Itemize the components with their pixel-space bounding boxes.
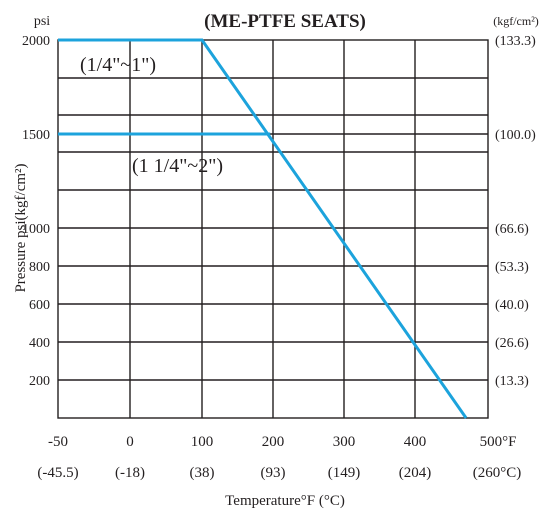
y-tick-right-label: (13.3)	[495, 374, 529, 389]
y-axis-ticks: 200 (13.3) 400 (26.6) 600 (40.0) 800 (53.3) 1000…	[22, 34, 536, 389]
chart-title: (ME-PTFE SEATS)	[204, 11, 366, 32]
x-tick-label: 100	[191, 434, 214, 450]
series-labels: (1/4"~1") (1 1/4"~2")	[80, 54, 223, 177]
x-tick-sublabel: (-45.5)	[37, 465, 78, 481]
plot-grid	[57, 39, 489, 419]
series-label: (1/4"~1")	[80, 54, 156, 76]
y-tick-label: 2000	[22, 34, 50, 49]
y-tick-right-label: (53.3)	[495, 260, 529, 275]
y-tick-label: 400	[29, 336, 50, 351]
x-axis-ticks: -50 (-45.5) 0 (-18) 100 (38) 200 (93) 300 (149) 40…	[37, 434, 521, 481]
series-lines	[58, 38, 468, 419]
y-tick-right-label: (66.6)	[495, 222, 529, 237]
x-tick-label: 500°F	[480, 434, 517, 450]
series-label: (1 1/4"~2")	[132, 155, 223, 177]
left-unit-label: psi	[34, 14, 50, 29]
x-tick-label: -50	[48, 434, 68, 450]
x-tick-label: 300	[333, 434, 356, 450]
y-tick-right-label: (40.0)	[495, 298, 529, 313]
y-axis-label: Pressure psi(kgf/cm²)	[13, 163, 29, 292]
x-tick-label: 200	[262, 434, 285, 450]
y-tick-right-label: (133.3)	[495, 34, 536, 49]
x-axis-label: Temperature°F (°C)	[225, 493, 345, 509]
right-unit-label: (kgf/cm²)	[493, 14, 539, 28]
y-tick-label: 800	[29, 260, 50, 275]
y-tick-label: 600	[29, 298, 50, 313]
x-tick-sublabel: (38)	[190, 465, 215, 481]
y-tick-label: 1500	[22, 128, 50, 143]
x-tick-sublabel: (204)	[399, 465, 432, 481]
series-line-1	[58, 38, 468, 419]
y-tick-label: 1000	[22, 222, 50, 237]
y-tick-right-label: (100.0)	[495, 128, 536, 143]
x-tick-sublabel: (-18)	[115, 465, 145, 481]
x-tick-label: 0	[126, 434, 134, 450]
x-tick-sublabel: (260°C)	[473, 465, 522, 481]
y-tick-right-label: (26.6)	[495, 336, 529, 351]
y-tick-label: 200	[29, 374, 50, 389]
x-tick-sublabel: (149)	[328, 465, 361, 481]
x-tick-label: 400	[404, 434, 427, 450]
x-tick-sublabel: (93)	[261, 465, 286, 481]
